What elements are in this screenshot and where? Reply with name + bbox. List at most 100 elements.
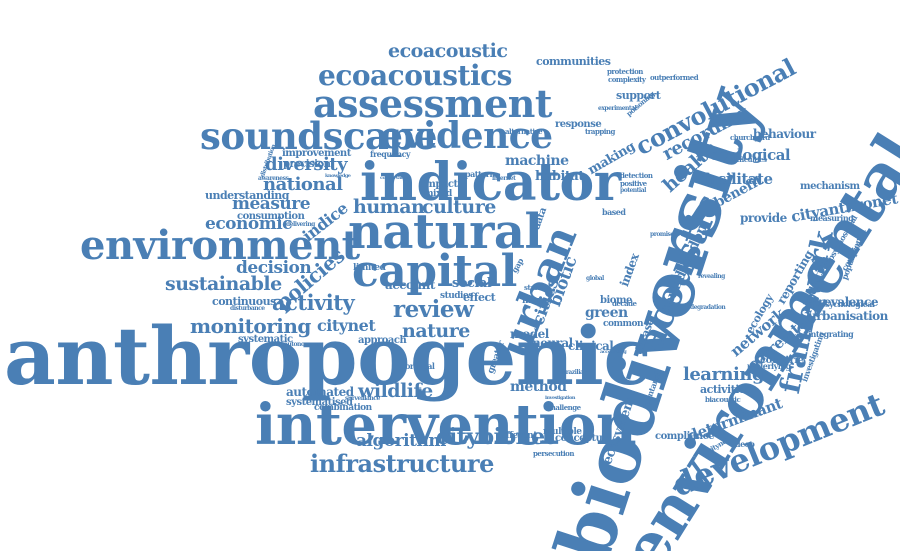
word-disturbance: disturbance: [230, 305, 265, 312]
word-indicator: indicator: [360, 152, 621, 213]
word-pattern: pattern: [465, 169, 495, 179]
word-accounting: accounting: [600, 349, 627, 355]
word-revealing: revealing: [698, 273, 725, 280]
word-potential: potential: [620, 187, 646, 194]
word-ecoacoustics: ecoacoustics: [318, 59, 512, 92]
word-habitat: habitat: [535, 169, 584, 184]
word-natural: natural: [348, 204, 543, 260]
word-knowledge: knowledge: [325, 173, 351, 179]
word-understanding: understanding: [205, 189, 289, 202]
word-mixed: mixed: [424, 189, 452, 199]
word-provide: provide: [740, 211, 787, 225]
word-prevalence: prevalence: [810, 295, 878, 309]
word-complexity: complexity: [608, 75, 646, 84]
word-capital: capital: [352, 246, 517, 297]
word-state: state: [524, 283, 541, 292]
word-measure: measure: [232, 194, 311, 214]
word-trapping: trapping: [585, 127, 615, 136]
word-underlying: underlying: [747, 361, 791, 371]
word-anthropogenic: anthropogenic: [4, 309, 652, 403]
word-learning: learning: [683, 364, 765, 385]
word-investigation: investigation: [545, 395, 576, 401]
word-diversity: diversity: [265, 154, 348, 175]
word-ecoacoustic: ecoacoustic: [388, 40, 508, 62]
word-approach: approach: [358, 335, 407, 346]
word-behaviour: behaviour: [753, 127, 816, 141]
word-deep: deep: [735, 439, 755, 449]
word-mechanism: mechanism: [800, 181, 860, 192]
word-different: different: [497, 431, 537, 441]
word-portugal: portugal: [400, 361, 435, 371]
word-surveillance: surveillance: [345, 395, 380, 402]
word-impact: impact: [422, 179, 458, 190]
word-citynet-1: citynet: [317, 316, 376, 335]
word-review: review: [393, 296, 474, 323]
word-neural: neural: [532, 336, 573, 350]
word-improvement: improvement: [282, 148, 351, 159]
word-global: global: [586, 275, 604, 282]
word-internet: internet: [492, 175, 516, 182]
word-countrie: countrie: [760, 355, 804, 366]
word-machine: machine: [505, 153, 569, 169]
word-systematic: systematic: [238, 334, 293, 345]
word-economic: economic: [205, 214, 293, 234]
word-conservation: conservation: [380, 175, 410, 181]
word-decade: decade: [612, 299, 637, 308]
word-autonomous: autonomous: [284, 341, 321, 348]
word-outperformed: outperformed: [650, 73, 699, 82]
word-environment: environment: [80, 222, 360, 269]
word-limited: limited: [353, 263, 386, 273]
word-monitoring: monitoring: [190, 314, 311, 338]
word-multiple: multiple: [543, 427, 582, 437]
word-combination: combination: [314, 403, 372, 413]
word-persecution: persecution: [533, 449, 574, 458]
word-soundscape: soundscape: [200, 114, 437, 158]
word-response: response: [555, 119, 602, 130]
word-challenge: challenge: [547, 403, 581, 412]
word-precision: precision: [283, 159, 331, 170]
word-social: social: [452, 276, 492, 291]
word-nature: nature: [402, 320, 470, 342]
word-continuous: continuous: [212, 295, 276, 308]
word-positive: positive: [620, 179, 647, 188]
word-frequency: frequency: [370, 149, 411, 159]
word-wildlife: wildlife: [358, 380, 433, 402]
word-activity: activity: [272, 290, 355, 315]
word-green: green: [585, 305, 628, 321]
word-biacoustic: biacoustic: [705, 395, 741, 404]
word-method: method: [510, 379, 567, 395]
word-culture: culture: [422, 196, 496, 218]
word-delivering: delivering: [286, 221, 315, 228]
word-automated: automated: [286, 385, 354, 399]
word-compliance: compliance: [655, 431, 715, 442]
word-protection: protection: [607, 67, 643, 76]
word-measuring: measuring: [810, 213, 854, 223]
word-evidence: evidence: [380, 115, 553, 157]
word-algorithm: algorithm: [356, 431, 446, 451]
word-assessment: assessment: [313, 81, 552, 126]
word-based: based: [602, 207, 626, 217]
word-ecological: ecological: [710, 146, 791, 164]
word-studies: studies: [440, 291, 473, 301]
word-infrastructure: infrastructure: [310, 449, 494, 478]
word-promise: promise: [650, 231, 674, 238]
word-clinical: clinical: [568, 339, 614, 353]
word-intervention: intervention: [255, 392, 637, 458]
word-human: human: [353, 196, 425, 218]
word-systematised: systematised: [286, 397, 353, 408]
word-alternative: alternative: [505, 127, 543, 136]
word-awareness: awareness: [258, 175, 289, 182]
word-urbanisation: urbanisation: [808, 309, 888, 323]
word-common: common: [603, 319, 644, 329]
word-citybionet: citybionet: [436, 424, 555, 450]
word-integrating: integrating: [808, 329, 854, 339]
word-national: national: [263, 174, 343, 195]
word-detection: detection: [620, 171, 653, 180]
word-degradation: degradation: [690, 304, 726, 311]
word-facilitate: facilitate: [702, 170, 773, 188]
word-consumption: consumption: [237, 211, 305, 222]
word-biome: biome: [600, 295, 632, 306]
word-effect: effect: [463, 291, 496, 304]
word-psychological: psychological: [820, 299, 875, 309]
